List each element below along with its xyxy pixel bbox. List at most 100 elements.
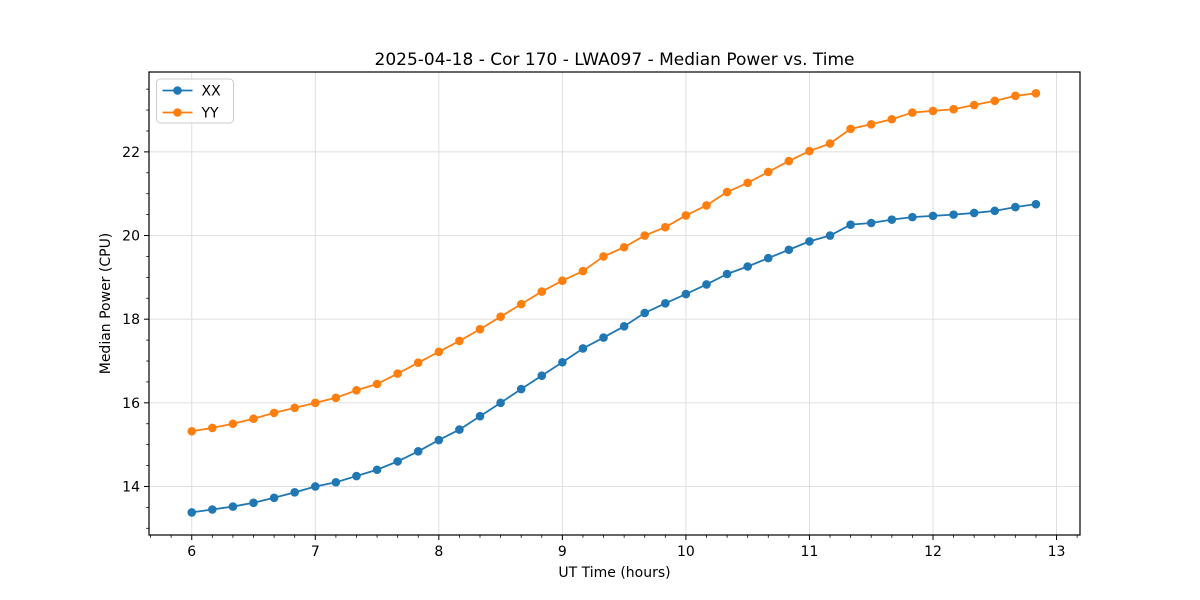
data-point-YY [310,398,320,408]
data-point-YY [661,222,670,232]
y-tick-label: 20 [122,229,140,245]
data-point-YY [702,201,711,210]
y-tick-label: 14 [122,479,140,495]
series-XX [187,199,1041,517]
legend-item-XX: XX [162,84,222,100]
data-point-XX [249,498,258,508]
data-point-YY [928,106,938,116]
data-point-YY [949,104,958,114]
series-YY [187,89,1041,436]
x-tick-label: 10 [677,544,695,560]
data-point-YY [516,299,526,309]
data-point-XX [805,237,814,246]
data-point-YY [969,100,979,110]
data-point-YY [413,358,423,367]
data-point-XX [846,220,855,229]
data-point-YY [290,403,299,413]
data-point-XX [558,357,567,367]
data-point-XX [496,398,505,408]
series-line-XX [191,203,1037,514]
data-point-XX [455,425,464,434]
data-point-XX [661,298,670,308]
data-point-YY [866,119,876,129]
data-point-XX [928,211,938,221]
ticks-layer: 6 7 8 9 10 11 12 13 14 16 18 20 22 [122,88,1078,560]
y-axis-label: Median Power (CPU) [98,233,114,375]
data-point-YY [681,211,691,220]
data-point-XX [228,502,238,511]
data-point-YY [475,324,485,334]
x-tick-label: 6 [187,544,196,560]
data-point-YY [640,231,650,240]
data-point-YY [208,423,217,433]
legend-label: YY [201,106,220,122]
data-point-XX [619,321,629,331]
data-point-XX [434,435,444,445]
data-point-YY [619,242,629,252]
data-point-YY [455,336,464,346]
data-point-XX [743,262,752,271]
data-point-YY [537,287,547,296]
data-point-XX [599,333,608,342]
data-point-YY [496,312,505,321]
data-point-XX [393,457,402,466]
legend-label: XX [202,84,222,100]
x-tick-label: 9 [558,544,567,560]
data-point-XX [784,245,794,255]
x-tick-label: 7 [311,544,320,560]
data-point-XX [578,344,588,353]
data-point-XX [413,447,423,456]
x-axis-label: UT Time (hours) [558,565,670,581]
data-point-YY [599,252,608,261]
data-point-YY [558,276,567,286]
data-point-YY [269,408,279,418]
data-point-YY [763,167,773,177]
x-tick-label: 13 [1048,544,1066,560]
data-point-YY [825,139,835,148]
data-point-XX [887,215,897,224]
data-point-YY [393,369,402,378]
data-point-YY [372,379,382,389]
data-point-YY [990,96,1000,106]
legend-marker [173,108,182,117]
data-point-YY [805,146,814,156]
data-point-XX [187,508,197,517]
data-point-XX [969,208,979,218]
grid-layer [149,72,1080,535]
x-tick-label: 11 [801,544,819,560]
data-point-YY [743,178,752,188]
data-point-XX [949,210,958,219]
data-point-XX [269,493,279,503]
data-point-XX [372,465,382,475]
data-point-YY [578,266,588,276]
data-point-YY [187,426,197,436]
data-point-YY [249,414,258,424]
x-tick-label: 12 [924,544,942,560]
plot-area: 6 7 8 9 10 11 12 13 14 16 18 20 22 XX YY [122,71,1081,560]
y-tick-label: 16 [122,396,140,412]
data-point-YY [331,393,341,403]
data-point-XX [537,371,547,380]
data-point-XX [722,269,732,279]
data-point-YY [722,187,732,197]
data-point-XX [1031,199,1041,209]
data-point-YY [887,114,897,124]
data-point-YY [846,124,855,134]
legend: XX YY [156,78,234,124]
x-tick-label: 8 [434,544,443,560]
data-point-XX [640,308,650,318]
y-tick-label: 22 [122,145,140,161]
data-point-XX [702,280,711,289]
data-point-YY [1011,91,1020,101]
axes-spines [148,71,1081,536]
data-point-XX [290,488,299,497]
data-point-YY [228,419,238,429]
data-point-XX [475,411,485,421]
legend-box [156,78,234,124]
data-point-XX [825,231,835,240]
data-point-XX [310,482,320,491]
data-point-YY [352,385,361,395]
data-point-YY [784,156,794,166]
